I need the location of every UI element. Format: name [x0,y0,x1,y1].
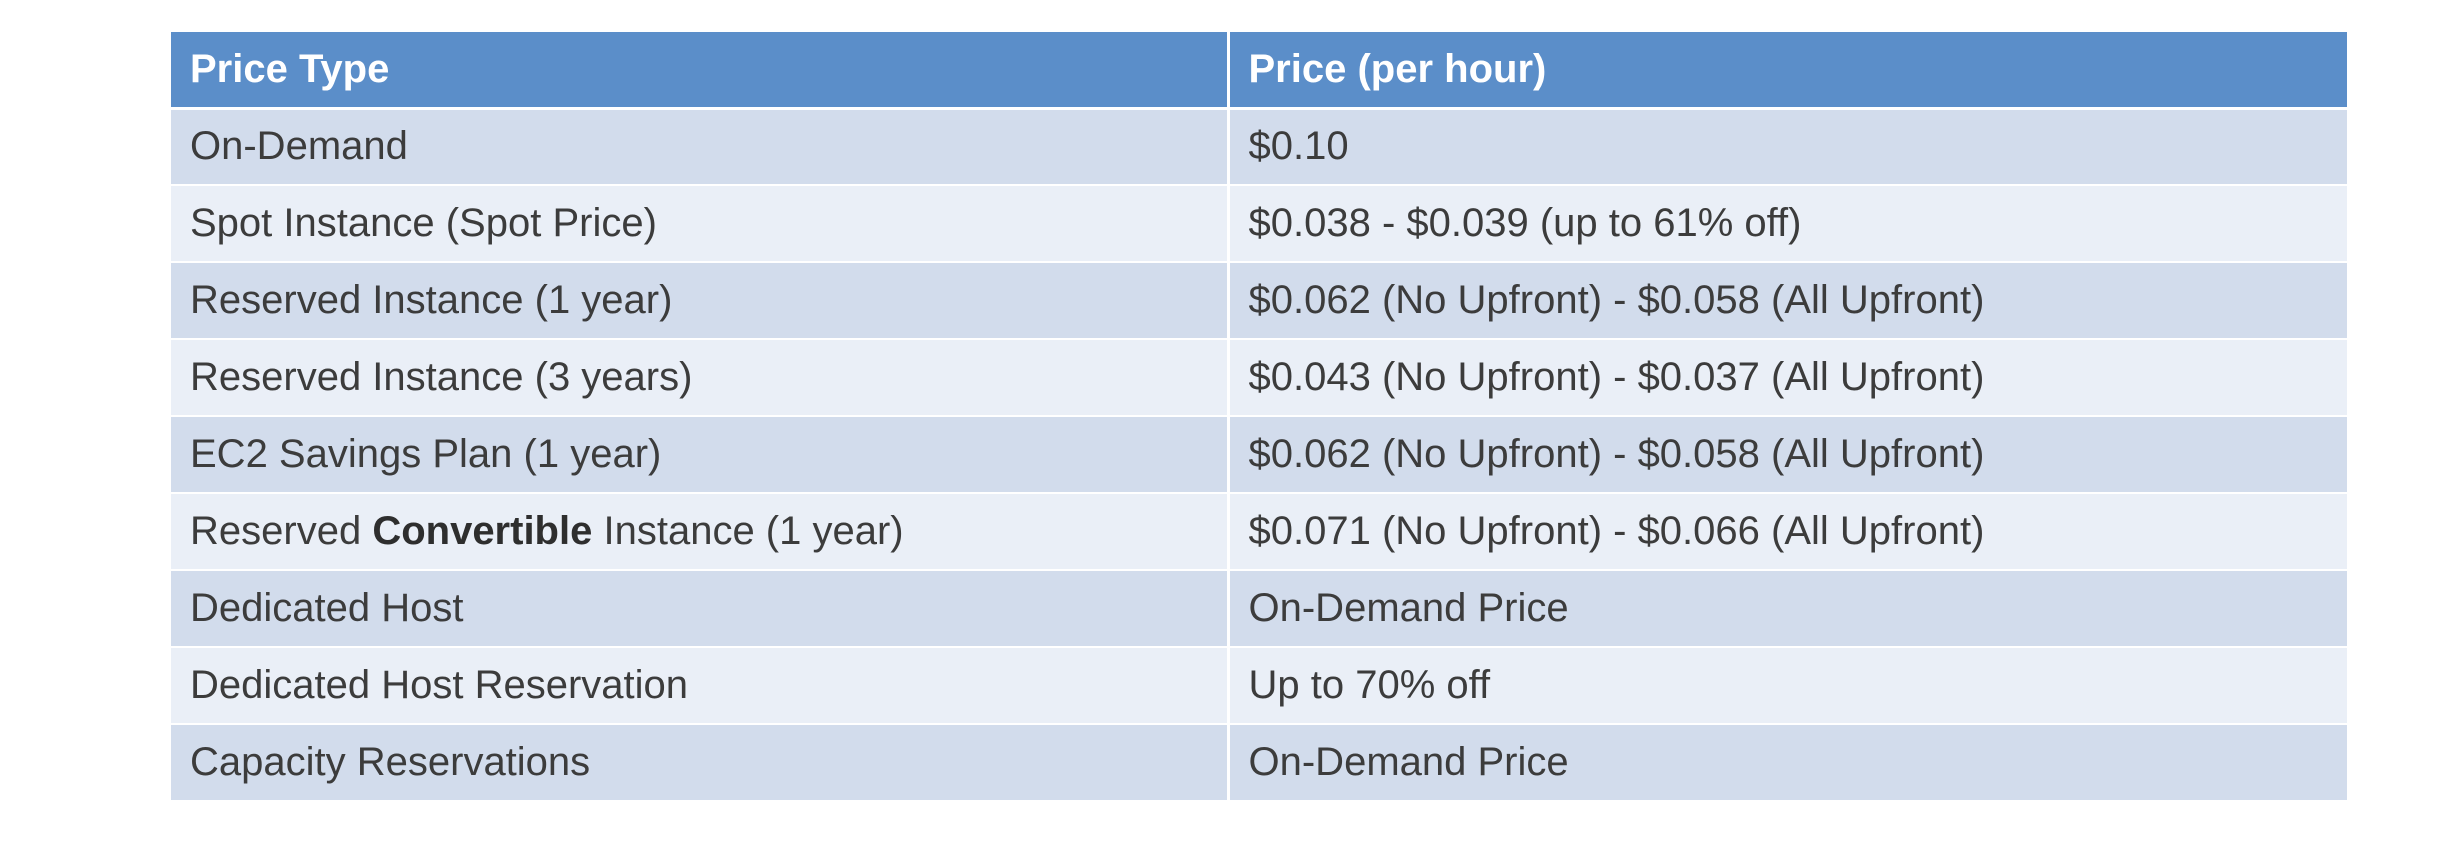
price-type-cell: Reserved Convertible Instance (1 year) [171,493,1228,571]
price-cell: Up to 70% off [1226,647,2347,725]
price-type-prefix: Reserved [190,509,373,553]
price-cell: $0.10 [1226,108,2347,186]
price-cell: $0.038 - $0.039 (up to 61% off) [1226,185,2347,263]
price-type-cell: Reserved Instance (1 year) [171,262,1228,340]
price-type-cell: Dedicated Host [171,570,1228,648]
price-type-cell: Dedicated Host Reservation [171,647,1228,725]
price-cell: $0.062 (No Upfront) - $0.058 (All Upfron… [1226,416,2347,494]
price-type-suffix: Instance (1 year) [592,509,904,553]
price-cell: On-Demand Price [1226,724,2347,802]
table-header: Price Type Price (per hour) [171,32,2347,110]
price-cell: On-Demand Price [1226,570,2347,648]
table-row: Reserved Convertible Instance (1 year) $… [171,493,2347,571]
table-row: Reserved Instance (3 years) $0.043 (No U… [171,339,2347,417]
price-cell: $0.071 (No Upfront) - $0.066 (All Upfron… [1226,493,2347,571]
header-price-type: Price Type [171,32,1228,110]
price-type-cell: Spot Instance (Spot Price) [171,185,1228,263]
price-type-cell: On-Demand [171,108,1228,186]
header-row: Price Type Price (per hour) [171,32,2347,110]
table-row: Dedicated Host On-Demand Price [171,570,2347,648]
table-row: Dedicated Host Reservation Up to 70% off [171,647,2347,725]
price-cell: $0.062 (No Upfront) - $0.058 (All Upfron… [1226,262,2347,340]
price-cell: $0.043 (No Upfront) - $0.037 (All Upfron… [1226,339,2347,417]
table-body: On-Demand $0.10 Spot Instance (Spot Pric… [171,108,2347,802]
price-type-emphasis: Convertible [372,509,593,553]
table-row: Capacity Reservations On-Demand Price [171,724,2347,802]
table-row: On-Demand $0.10 [171,108,2347,186]
price-type-cell: EC2 Savings Plan (1 year) [171,416,1228,494]
price-type-cell: Capacity Reservations [171,724,1228,802]
table-row: Reserved Instance (1 year) $0.062 (No Up… [171,262,2347,340]
price-type-cell: Reserved Instance (3 years) [171,339,1228,417]
table-row: Spot Instance (Spot Price) $0.038 - $0.0… [171,185,2347,263]
table-row: EC2 Savings Plan (1 year) $0.062 (No Upf… [171,416,2347,494]
pricing-table: Price Type Price (per hour) On-Demand $0… [171,32,2347,802]
header-price-per-hour: Price (per hour) [1226,32,2347,110]
